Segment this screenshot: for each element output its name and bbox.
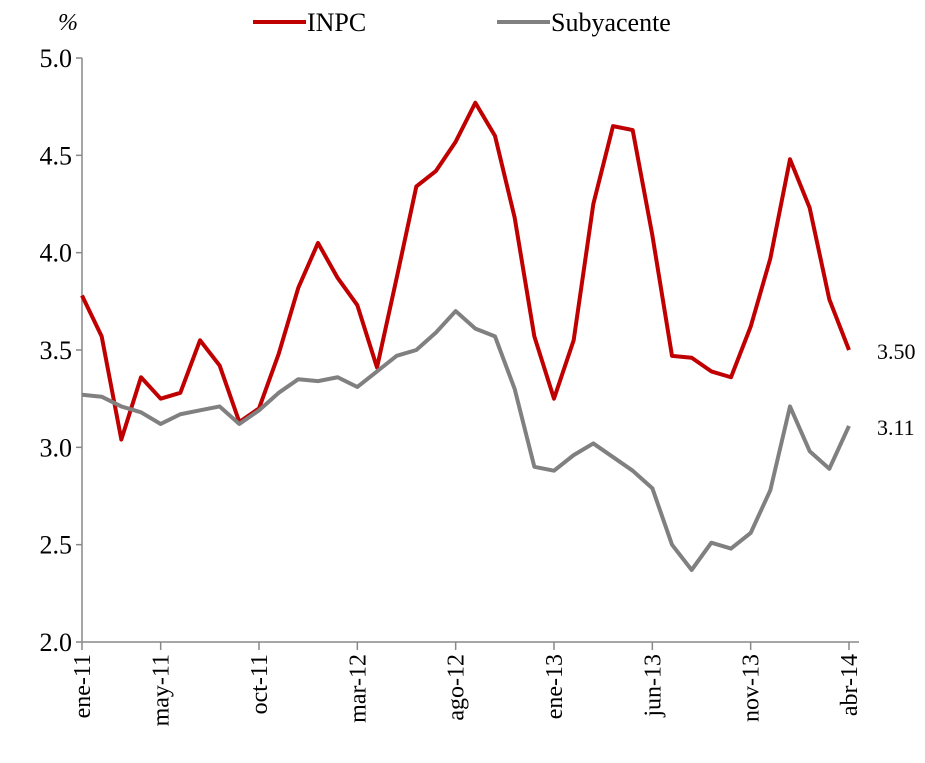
- legend-label: INPC: [307, 8, 366, 37]
- x-tick-label: jun-13: [640, 654, 666, 718]
- y-tick-label: 2.0: [40, 628, 73, 657]
- line-series: [80, 100, 851, 442]
- x-tick-label: mar-12: [345, 654, 371, 723]
- data-label: 3.50: [877, 339, 916, 364]
- legend-label: Subyacente: [551, 8, 671, 37]
- y-tick-label: 3.0: [40, 433, 73, 462]
- y-tick-label: 2.5: [40, 531, 73, 560]
- x-tick-label: oct-11: [247, 654, 273, 714]
- x-tick-label: ago-12: [444, 654, 470, 721]
- x-tick-label: ene-13: [542, 654, 568, 719]
- y-tick-label: 4.5: [40, 141, 73, 170]
- x-tick-label: abr-14: [837, 654, 863, 716]
- data-label: 3.11: [877, 415, 915, 440]
- x-tick-label: nov-13: [739, 654, 765, 722]
- x-tick-label: may-11: [149, 654, 175, 726]
- x-tick-label: ene-11: [70, 654, 96, 718]
- y-axis-label: %: [58, 10, 78, 36]
- y-tick-label: 4.0: [40, 239, 73, 268]
- y-tick-label: 3.5: [40, 336, 73, 365]
- line-series: [81, 309, 851, 572]
- y-tick-label: 5.0: [40, 44, 73, 73]
